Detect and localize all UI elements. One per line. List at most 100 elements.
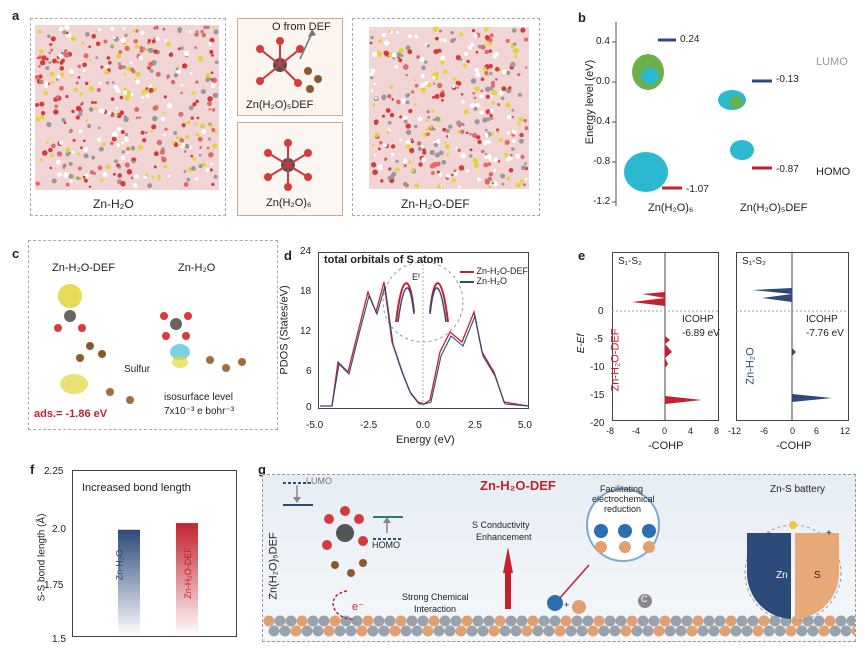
- atom-dot: [470, 78, 477, 84]
- electrode-atom: [587, 625, 599, 637]
- b-value-013: -0.13: [776, 74, 799, 85]
- atom-dot: [69, 74, 72, 77]
- atom-dot: [372, 169, 378, 176]
- atom-dot: [493, 168, 497, 172]
- electrode-atom: [422, 625, 434, 637]
- electrode-atom: [538, 615, 550, 627]
- c-iso-line1: isosurface level: [164, 392, 233, 403]
- atom-dot: [498, 137, 503, 142]
- atom-dot: [212, 143, 218, 150]
- atom-dot: [145, 94, 150, 98]
- atom-dot: [445, 144, 451, 149]
- atom-dot: [457, 148, 462, 153]
- atom-dot: [97, 165, 103, 171]
- atom-dot: [433, 142, 439, 148]
- atom-dot: [489, 33, 494, 38]
- atom-dot: [124, 162, 130, 168]
- atom-dot: [381, 94, 387, 100]
- electrode-atom: [466, 625, 478, 637]
- atom-dot: [162, 27, 166, 31]
- zn-h2o-def-box-label: Zn-H₂O-DEF: [401, 197, 470, 211]
- atom-dot: [117, 173, 123, 178]
- atom-dot: [180, 83, 184, 87]
- atom-dot: [485, 94, 490, 99]
- e-xtick-l4: 8: [714, 426, 720, 436]
- atom-dot: [209, 123, 214, 128]
- atom-dot: [95, 41, 101, 47]
- atom-dot: [524, 177, 528, 181]
- atom-dot: [212, 92, 219, 99]
- atom-dot: [114, 159, 118, 164]
- atom-dot: [396, 52, 402, 58]
- atom-dot: [189, 71, 193, 75]
- atom-dot: [439, 92, 445, 98]
- atom-dot: [506, 70, 511, 75]
- bond-length-bar-1: [176, 523, 198, 636]
- electrode-atom: [516, 615, 528, 627]
- atom-dot: [446, 153, 450, 157]
- electrode-atom: [477, 625, 489, 637]
- atom-dot: [95, 30, 98, 33]
- atom-dot: [154, 25, 159, 30]
- atom-dot: [212, 99, 215, 103]
- atom-dot: [148, 84, 153, 88]
- atom-dot: [377, 39, 383, 44]
- atom-dot: [160, 116, 166, 122]
- atom-dot: [473, 96, 477, 100]
- atom-dot: [509, 153, 513, 157]
- atom-dot: [410, 138, 414, 142]
- panel-e-cohp-plots: [612, 252, 849, 421]
- electrode-atom: [637, 615, 649, 627]
- atom-dot: [118, 62, 122, 66]
- atom-dot: [178, 111, 184, 117]
- electrode-atom: [510, 625, 522, 637]
- atom-dot: [431, 109, 435, 113]
- atom-dot: [372, 103, 375, 107]
- atom-dot: [126, 90, 132, 96]
- atom-dot: [194, 46, 197, 50]
- atom-dot: [138, 55, 144, 60]
- atom-dot: [435, 116, 440, 122]
- atom-dot: [78, 111, 83, 117]
- electrode-atom: [725, 615, 737, 627]
- atom-dot: [35, 103, 39, 107]
- electrode-atom: [329, 615, 341, 627]
- e-left-title: S₁-S₂: [618, 256, 642, 267]
- atom-dot: [58, 26, 64, 32]
- atom-dot: [148, 61, 154, 67]
- atom-dot: [61, 58, 65, 63]
- atom-dot: [440, 55, 446, 61]
- atom-dot: [116, 163, 120, 168]
- atom-dot: [51, 178, 57, 184]
- atom-dot: [373, 119, 379, 125]
- atom-dot: [512, 48, 519, 54]
- atom-dot: [484, 156, 488, 159]
- electrode-atom: [818, 625, 830, 637]
- atom-dot: [461, 99, 465, 104]
- atom-dot: [410, 90, 415, 94]
- atom-dot: [484, 35, 490, 41]
- atom-dot: [55, 95, 60, 100]
- atom-dot: [390, 144, 396, 149]
- atom-dot: [201, 32, 207, 38]
- atom-dot: [157, 174, 161, 178]
- atom-dot: [511, 115, 515, 119]
- atom-dot: [398, 48, 405, 54]
- atom-dot: [82, 175, 86, 179]
- electrode-atom: [670, 615, 682, 627]
- atom-dot: [200, 29, 204, 34]
- atom-dot: [121, 150, 125, 154]
- electrode-atom: [714, 615, 726, 627]
- electrode-atom: [730, 625, 742, 637]
- atom-dot: [166, 102, 173, 109]
- atom-dot: [400, 98, 406, 104]
- atom-dot: [124, 136, 130, 142]
- electrode-atom: [824, 615, 836, 627]
- atom-dot: [199, 146, 203, 149]
- atom-dot: [508, 86, 512, 90]
- atom-dot: [469, 132, 472, 136]
- atom-dot: [124, 133, 129, 137]
- atom-dot: [50, 80, 54, 84]
- c-left-title: Zn-H₂O-DEF: [52, 262, 115, 274]
- atom-dot: [438, 150, 444, 156]
